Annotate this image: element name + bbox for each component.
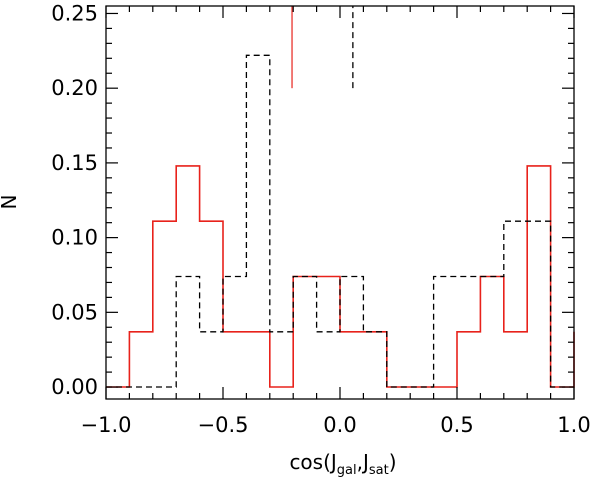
x-tick-label: 0.0 — [323, 413, 356, 437]
y-tick-label: 0.00 — [51, 375, 98, 399]
x-ticks: −1.0 −0.5 0.0 0.5 1.0 — [81, 6, 591, 437]
histogram-series-dashed — [106, 54, 574, 388]
x-tick-label: −0.5 — [198, 413, 249, 437]
y-tick-label: 0.25 — [51, 1, 98, 25]
y-tick-label: 0.15 — [51, 151, 98, 175]
y-ticks: 0.00 0.05 0.10 0.15 0.20 0.25 — [51, 1, 574, 399]
y-tick-label: 0.10 — [51, 226, 98, 250]
y-tick-label: 0.20 — [51, 76, 98, 100]
mean-markers — [291, 6, 354, 89]
y-tick-label: 0.05 — [51, 300, 98, 324]
series-layer — [106, 54, 575, 388]
x-tick-label: −1.0 — [81, 413, 132, 437]
y-axis-label: N — [0, 195, 21, 210]
x-axis-label: cos(Jgal,Jsat) — [289, 450, 396, 478]
x-tick-label: 0.5 — [440, 413, 473, 437]
x-tick-label: 1.0 — [557, 413, 590, 437]
